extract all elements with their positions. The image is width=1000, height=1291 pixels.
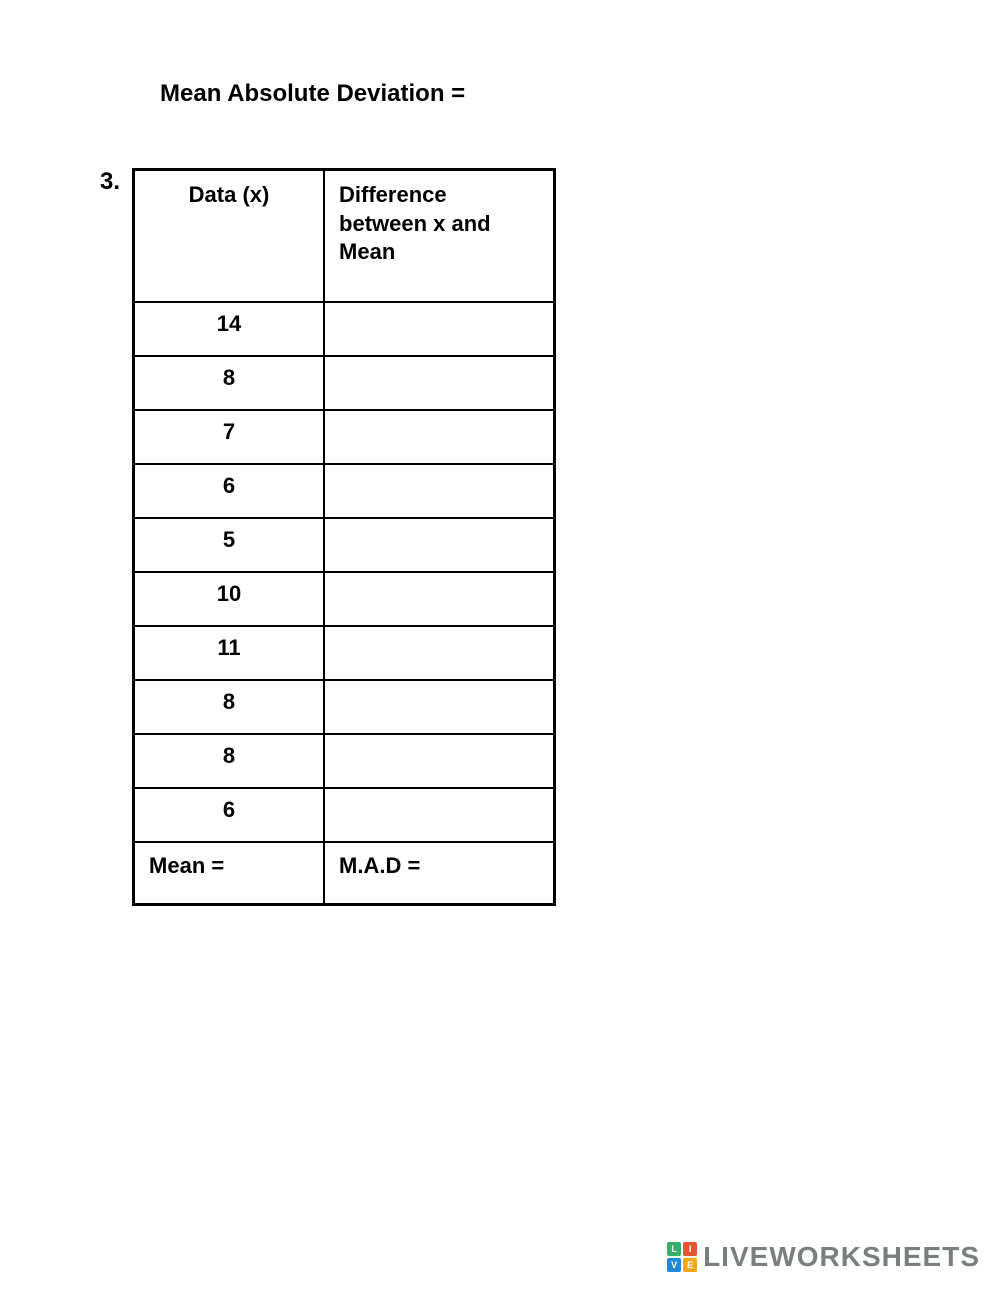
data-cell: 5: [134, 518, 325, 572]
table-row: 8: [134, 734, 555, 788]
table-row: 14: [134, 302, 555, 356]
data-cell: 6: [134, 464, 325, 518]
table-row: 11: [134, 626, 555, 680]
column-header-data: Data (x): [134, 170, 325, 303]
table-footer-row: Mean = M.A.D =: [134, 842, 555, 905]
difference-cell[interactable]: [324, 626, 555, 680]
difference-cell[interactable]: [324, 518, 555, 572]
data-cell: 8: [134, 680, 325, 734]
problem-number: 3.: [100, 168, 120, 196]
mad-label-cell[interactable]: M.A.D =: [324, 842, 555, 905]
difference-cell[interactable]: [324, 410, 555, 464]
difference-cell[interactable]: [324, 356, 555, 410]
data-cell: 8: [134, 734, 325, 788]
logo-box: E: [683, 1258, 697, 1272]
data-cell: 11: [134, 626, 325, 680]
liveworksheets-watermark: L I V E LIVEWORKSHEETS: [667, 1241, 980, 1273]
data-table: Data (x) Difference between x and Mean 1…: [132, 168, 556, 906]
logo-box: I: [683, 1242, 697, 1256]
data-cell: 7: [134, 410, 325, 464]
data-cell: 14: [134, 302, 325, 356]
data-cell: 8: [134, 356, 325, 410]
watermark-text: LIVEWORKSHEETS: [703, 1241, 980, 1273]
table-header-row: Data (x) Difference between x and Mean: [134, 170, 555, 303]
table-row: 6: [134, 788, 555, 842]
data-cell: 6: [134, 788, 325, 842]
mad-heading: Mean Absolute Deviation =: [160, 80, 900, 108]
difference-cell[interactable]: [324, 788, 555, 842]
mean-label-cell[interactable]: Mean =: [134, 842, 325, 905]
difference-cell[interactable]: [324, 572, 555, 626]
table-row: 10: [134, 572, 555, 626]
table-row: 5: [134, 518, 555, 572]
difference-cell[interactable]: [324, 734, 555, 788]
logo-box: V: [667, 1258, 681, 1272]
table-row: 8: [134, 356, 555, 410]
table-row: 6: [134, 464, 555, 518]
watermark-logo-icon: L I V E: [667, 1242, 697, 1272]
data-cell: 10: [134, 572, 325, 626]
difference-cell[interactable]: [324, 464, 555, 518]
column-header-difference: Difference between x and Mean: [324, 170, 555, 303]
difference-cell[interactable]: [324, 680, 555, 734]
difference-cell[interactable]: [324, 302, 555, 356]
logo-box: L: [667, 1242, 681, 1256]
table-row: 8: [134, 680, 555, 734]
table-row: 7: [134, 410, 555, 464]
